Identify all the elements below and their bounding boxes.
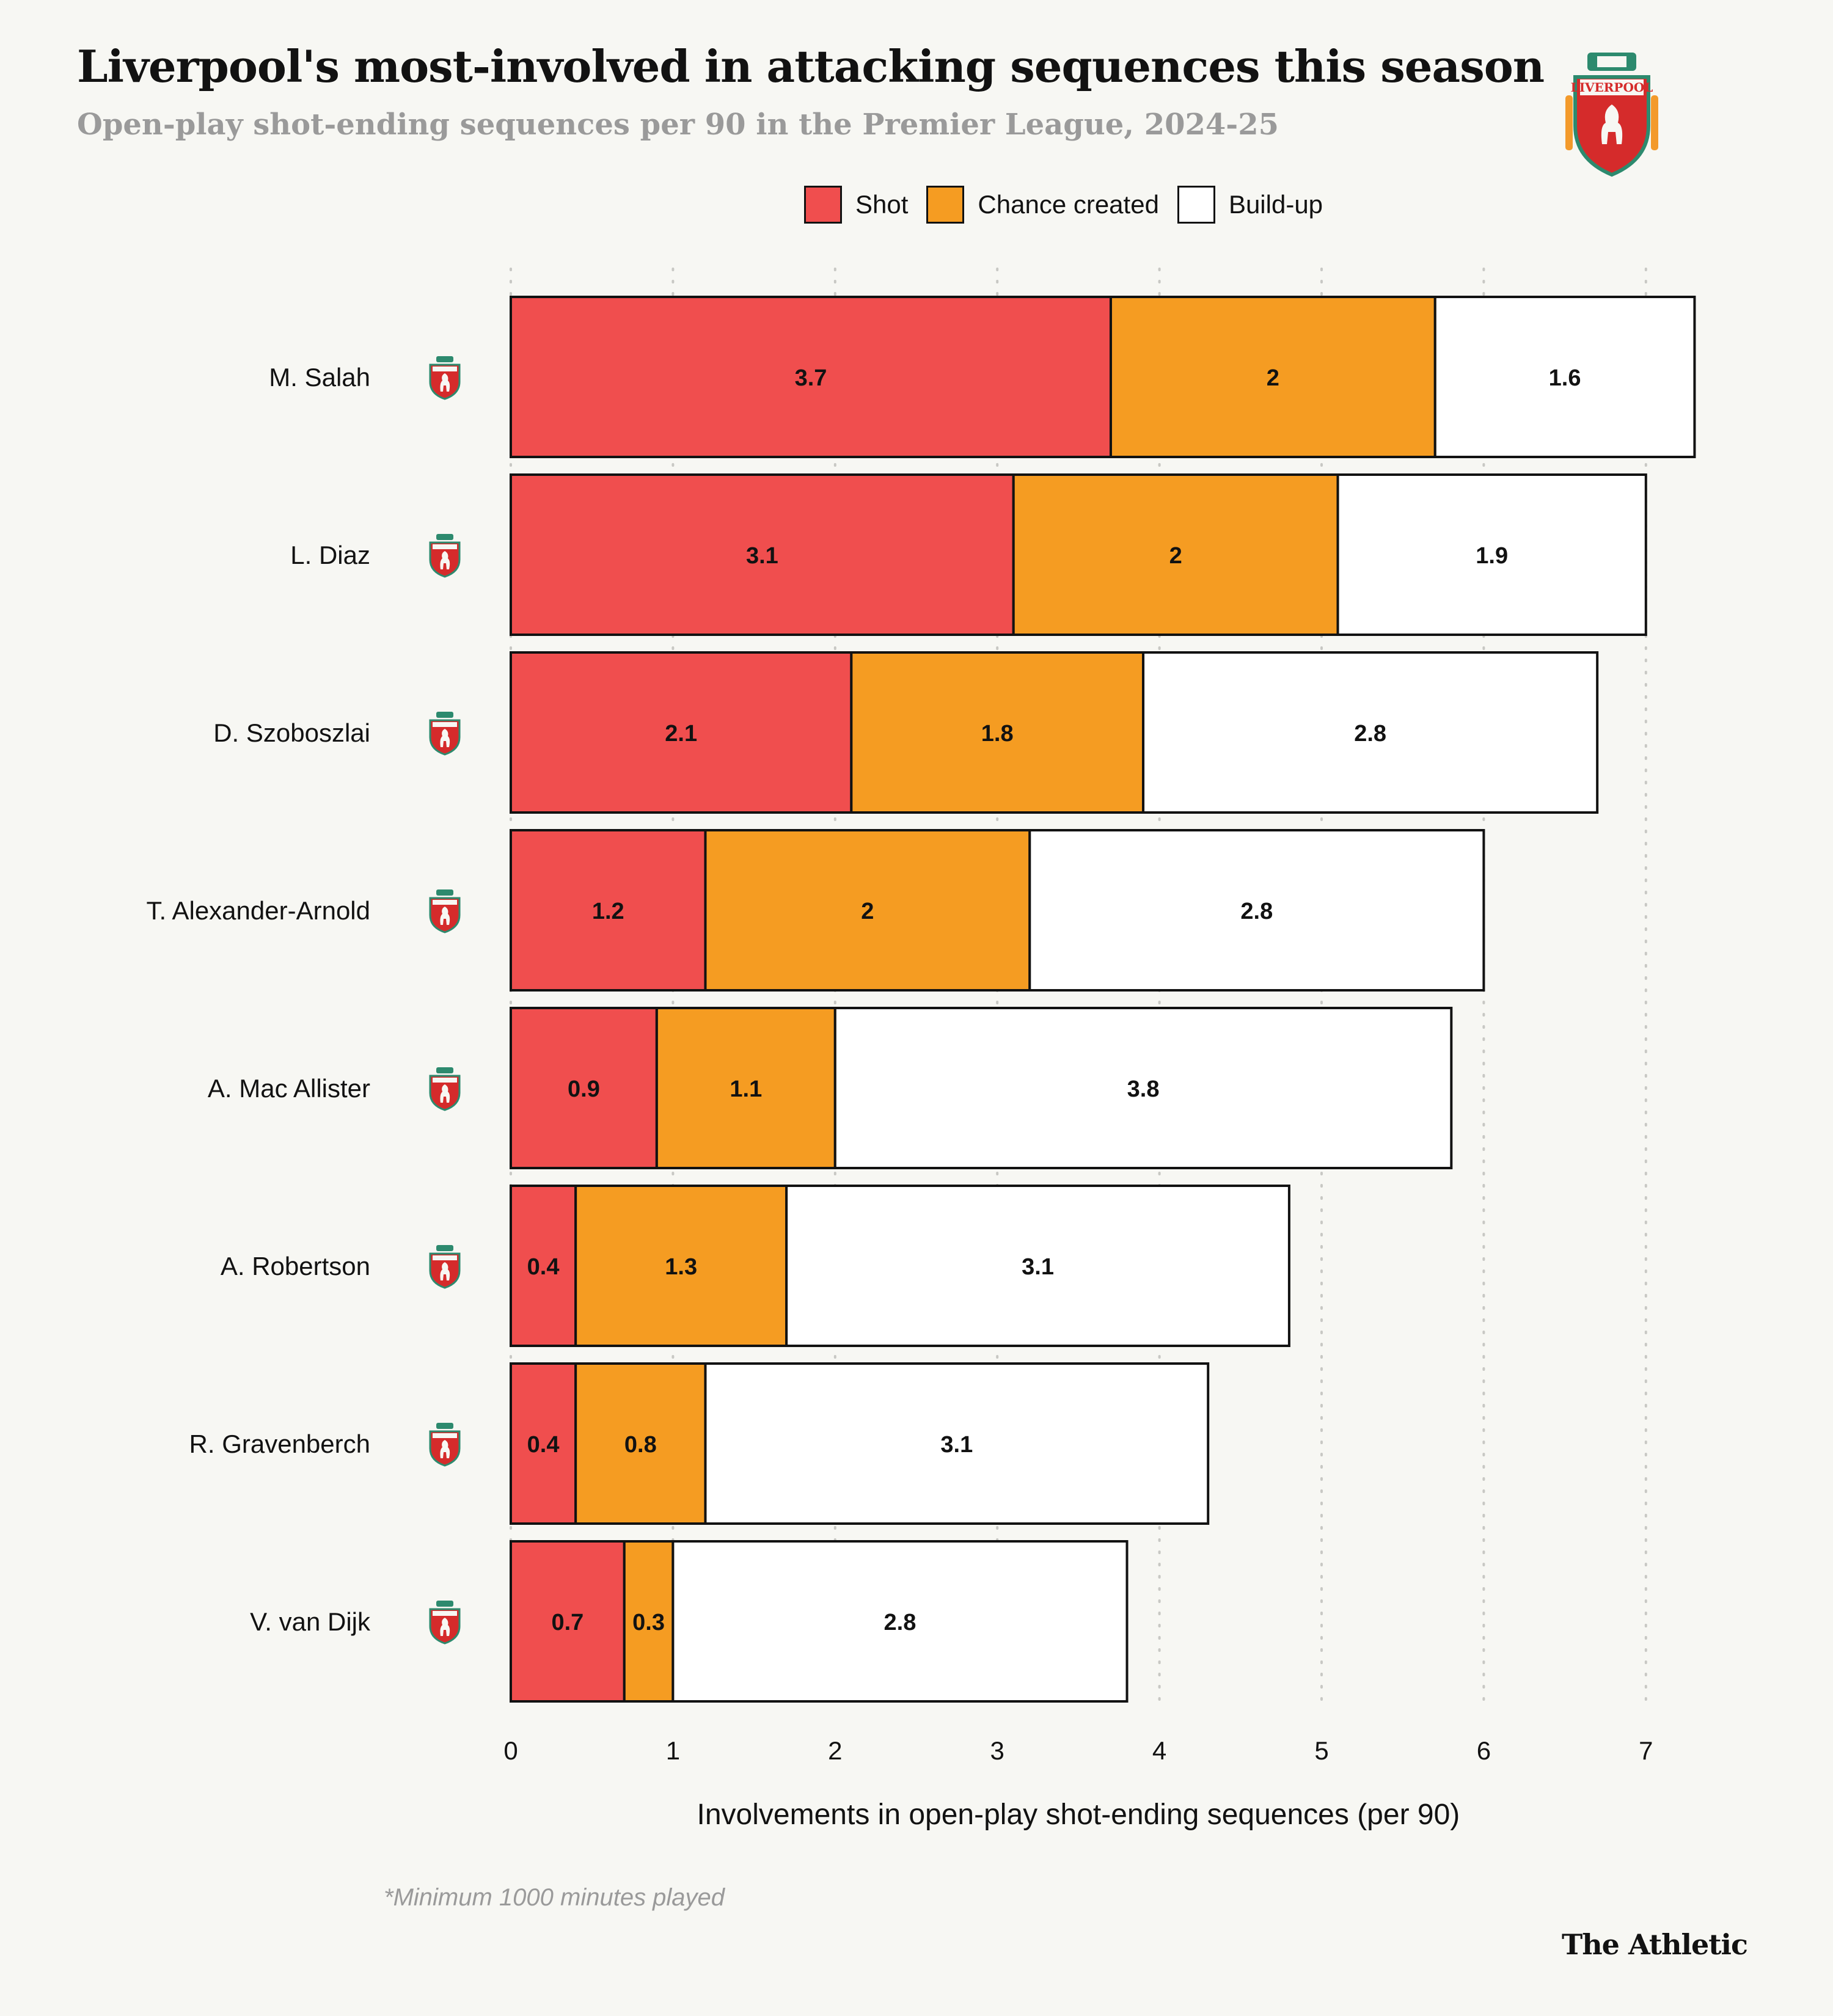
bar-segment-chance-created <box>574 1362 707 1525</box>
data-label: 1.1 <box>730 1076 762 1102</box>
legend-swatch-chance-created <box>926 186 965 224</box>
club-crest-icon <box>429 1067 461 1111</box>
x-tick-label: 2 <box>828 1736 842 1765</box>
legend-item-build-up: Build-up <box>1177 186 1323 224</box>
data-label: 0.3 <box>632 1610 665 1635</box>
data-label: 3.7 <box>795 365 827 391</box>
x-tick-label: 1 <box>666 1736 680 1765</box>
bar-segment-shot <box>510 829 707 992</box>
bar-segment-chance-created <box>1012 473 1339 636</box>
player-name: M. Salah <box>269 363 370 392</box>
data-label: 3.8 <box>1127 1076 1160 1102</box>
legend-swatch-build-up <box>1177 186 1215 224</box>
x-tick-label: 7 <box>1639 1736 1653 1765</box>
x-tick-label: 0 <box>503 1736 518 1765</box>
data-label: 2.8 <box>1354 721 1386 747</box>
legend-swatch-shot <box>804 186 842 224</box>
bar-segment-shot <box>510 473 1015 636</box>
player-name: R. Gravenberch <box>189 1430 370 1458</box>
data-label: 2 <box>1267 365 1279 391</box>
bar-segment-chance-created <box>574 1185 788 1347</box>
club-crest-icon <box>429 1245 461 1289</box>
data-label: 2 <box>861 899 874 924</box>
data-label: 2 <box>1169 543 1182 569</box>
x-tick-label: 3 <box>990 1736 1004 1765</box>
bar-segment-chance-created <box>1109 296 1436 458</box>
chart-subtitle: Open-play shot-ending sequences per 90 i… <box>77 108 1279 142</box>
bar-segment-build-up <box>671 1540 1129 1703</box>
legend-item-chance-created: Chance created <box>926 186 1159 224</box>
x-tick-label: 5 <box>1314 1736 1328 1765</box>
bar-segment-build-up <box>1028 829 1485 992</box>
club-crest-icon <box>429 712 461 756</box>
data-label: 1.9 <box>1476 543 1508 569</box>
club-crest-icon <box>429 356 461 400</box>
player-name: T. Alexander-Arnold <box>146 896 370 925</box>
bar-segment-shot <box>510 1185 577 1347</box>
data-label: 3.1 <box>746 543 778 569</box>
data-label: 1.3 <box>665 1254 697 1280</box>
bar-segment-chance-created <box>623 1540 675 1703</box>
data-label: 3.1 <box>940 1432 973 1458</box>
bar-segment-build-up <box>1336 473 1647 636</box>
x-tick-label: 4 <box>1152 1736 1166 1765</box>
bar-segment-shot <box>510 296 1112 458</box>
club-crest-icon <box>429 1601 461 1645</box>
player-name: A. Robertson <box>221 1252 370 1280</box>
legend-label-chance-created: Chance created <box>978 190 1159 219</box>
data-label: 0.4 <box>527 1432 560 1458</box>
chart-title: Liverpool's most-involved in attacking s… <box>77 40 1545 92</box>
bar-segment-build-up <box>833 1007 1453 1169</box>
player-name: L. Diaz <box>290 541 370 569</box>
bar-segment-chance-created <box>704 829 1031 992</box>
bar-segment-chance-created <box>655 1007 836 1169</box>
legend-item-shot: Shot <box>804 186 908 224</box>
data-label: 1.8 <box>981 721 1014 747</box>
data-label: 3.1 <box>1022 1254 1054 1280</box>
x-tick-label: 6 <box>1477 1736 1491 1765</box>
club-crest-icon <box>429 534 461 578</box>
svg-text:LIVERPOOL: LIVERPOOL <box>1571 80 1653 95</box>
player-name: D. Szoboszlai <box>213 718 370 747</box>
club-crest-icon <box>429 1423 461 1467</box>
legend-label-build-up: Build-up <box>1228 190 1323 219</box>
data-label: 0.4 <box>527 1254 560 1280</box>
legend: Shot Chance created Build-up <box>804 183 1323 226</box>
bar-segment-build-up <box>785 1185 1290 1347</box>
club-crest-icon <box>429 889 461 933</box>
data-label: 2.8 <box>884 1610 916 1635</box>
bar-segment-chance-created <box>850 651 1145 814</box>
data-label: 2.8 <box>1240 899 1273 924</box>
bar-segment-build-up <box>704 1362 1210 1525</box>
player-name: A. Mac Allister <box>208 1074 370 1103</box>
brand-logo: The Athletic <box>1561 1928 1748 1961</box>
player-name: V. van Dijk <box>250 1607 371 1636</box>
data-label: 0.9 <box>568 1076 600 1102</box>
x-axis-label: Involvements in open-play shot-ending se… <box>697 1799 1460 1831</box>
data-label: 0.7 <box>551 1610 584 1635</box>
data-label: 0.8 <box>624 1432 657 1458</box>
bar-segment-build-up <box>1433 296 1696 458</box>
data-label: 1.6 <box>1549 365 1581 391</box>
bar-segment-shot <box>510 651 853 814</box>
club-crest-icon: LIVERPOOL <box>1565 53 1658 177</box>
footnote: *Minimum 1000 minutes played <box>384 1884 725 1911</box>
data-label: 1.2 <box>592 899 624 924</box>
stacked-bar-chart: 0 1 2 3 4 5 6 7 M. Salah 3.7 2 1.6 L. Diaz 3.1 2 1.9 D. … <box>146 268 1696 1831</box>
bar-segment-build-up <box>1142 651 1599 814</box>
legend-label-shot: Shot <box>855 190 909 219</box>
data-label: 2.1 <box>665 721 697 747</box>
